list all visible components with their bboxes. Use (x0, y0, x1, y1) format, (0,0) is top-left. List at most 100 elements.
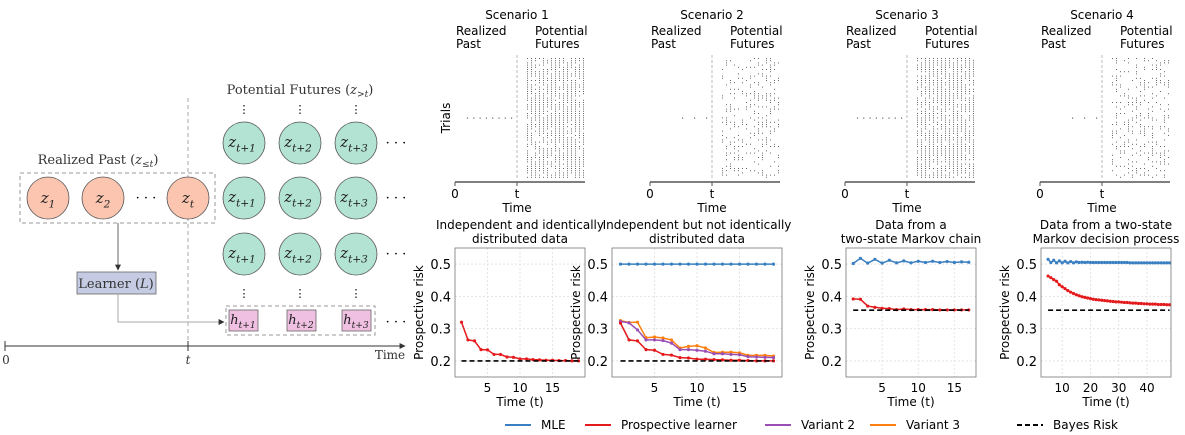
future-point (1148, 60, 1149, 62)
future-point (730, 168, 731, 169)
future-point (726, 62, 727, 64)
mle-point (754, 262, 759, 266)
future-point (953, 73, 954, 75)
future-point (766, 124, 767, 125)
future-point (969, 117, 970, 119)
future-node (278, 121, 322, 165)
mle-point (746, 262, 750, 266)
future-point (579, 69, 580, 70)
prospective-learner-point (737, 358, 742, 362)
future-point (917, 75, 918, 77)
future-point (543, 119, 544, 121)
future-point (953, 124, 954, 125)
future-point (543, 150, 544, 152)
future-point (973, 130, 974, 132)
future-point (945, 161, 946, 163)
future-point (527, 159, 528, 161)
future-point (917, 99, 918, 101)
future-point (563, 128, 564, 130)
future-point (555, 148, 556, 150)
future-point (551, 102, 552, 103)
future-point (762, 174, 763, 176)
future-point (929, 176, 930, 178)
future-point (945, 146, 946, 147)
future-point (527, 115, 528, 117)
future-point (539, 64, 540, 66)
time-axis-label: Time (891, 201, 921, 215)
future-point (957, 104, 958, 106)
future-point (567, 150, 568, 152)
future-point (563, 69, 564, 70)
future-point (1140, 82, 1141, 84)
future-point (957, 124, 958, 125)
future-point (527, 176, 528, 178)
tick-label: t (710, 187, 715, 201)
prospective-learner-point (720, 358, 725, 362)
future-point (953, 117, 954, 119)
variant-2-point (746, 355, 750, 359)
future-point (1152, 165, 1153, 167)
future-point (1128, 130, 1129, 132)
future-point (738, 174, 739, 176)
future-point (774, 130, 775, 132)
hypothesis-box (341, 309, 372, 332)
future-point (1152, 137, 1153, 139)
future-point (949, 108, 950, 110)
future-point (758, 93, 759, 95)
mle-point (1153, 261, 1158, 265)
future-point (957, 143, 958, 145)
future-point (555, 106, 556, 108)
future-point (563, 176, 564, 178)
future-point (925, 82, 926, 84)
future-node (222, 176, 266, 220)
future-point (738, 154, 739, 156)
future-point (551, 161, 552, 163)
future-point (953, 97, 954, 99)
future-point (941, 143, 942, 145)
future-point (559, 77, 560, 79)
future-point (941, 137, 942, 139)
future-point (1112, 135, 1113, 136)
future-point (1116, 60, 1117, 62)
variant-2-point (695, 348, 699, 352)
future-point (535, 174, 536, 176)
past-point (473, 117, 475, 119)
future-point (583, 66, 584, 68)
future-point (961, 84, 962, 86)
future-point (774, 88, 775, 90)
future-point (969, 168, 970, 169)
future-point (575, 102, 576, 103)
future-point (531, 143, 532, 145)
future-point (961, 97, 962, 99)
future-point (1120, 84, 1121, 86)
future-point (758, 106, 759, 108)
future-point (742, 172, 743, 174)
future-point (1164, 97, 1165, 99)
future-point (551, 124, 552, 125)
future-point (567, 163, 568, 165)
future-point (917, 121, 918, 123)
prospective-learner-point (1088, 297, 1093, 301)
future-point (754, 75, 755, 77)
future-point (762, 143, 763, 145)
future-point (1132, 148, 1133, 150)
future-point (953, 62, 954, 64)
future-point (575, 58, 576, 59)
future-point (957, 128, 958, 130)
future-point (750, 106, 751, 108)
future-point (973, 143, 974, 145)
y-tick-label: 0.3 (1016, 323, 1037, 338)
future-point (953, 69, 954, 70)
future-point (961, 150, 962, 152)
future-point (583, 69, 584, 70)
future-point (559, 170, 560, 172)
realized-past-heading: Realized (846, 24, 897, 38)
future-point (531, 73, 532, 75)
future-point (726, 121, 727, 123)
past-point (869, 117, 871, 119)
future-point (539, 99, 540, 101)
future-point (921, 110, 922, 112)
future-point (973, 168, 974, 169)
future-point (1156, 143, 1157, 145)
future-point (917, 157, 918, 158)
